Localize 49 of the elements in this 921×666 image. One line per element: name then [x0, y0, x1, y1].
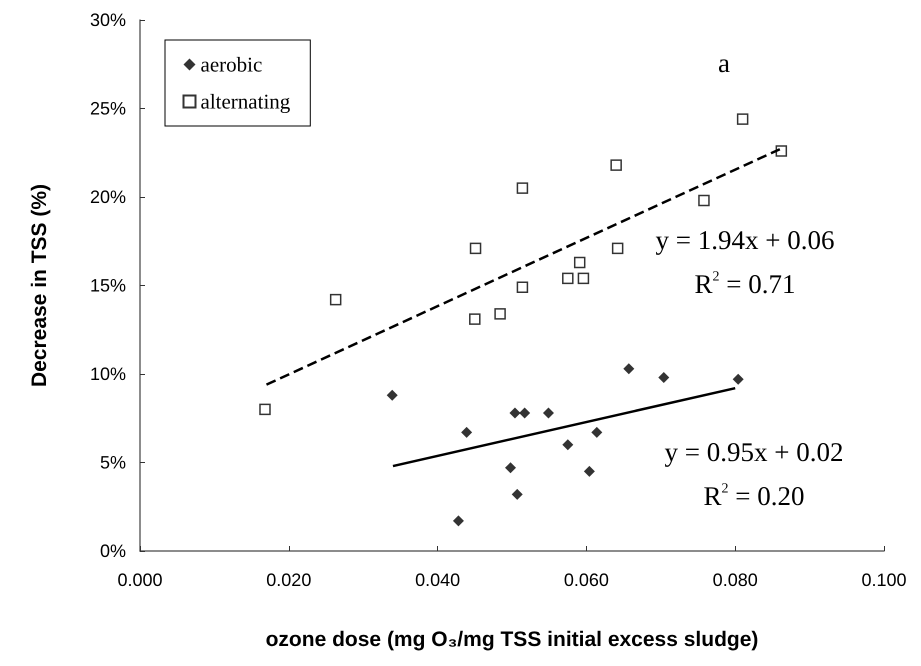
x-tick-label: 0.000	[117, 570, 163, 590]
y-tick-label: 20%	[90, 187, 126, 207]
point	[512, 488, 523, 500]
point	[562, 439, 574, 450]
annotation: y = 0.95x + 0.02	[664, 437, 844, 467]
point	[776, 145, 788, 157]
x-tick-label: 0.080	[712, 570, 758, 590]
point	[461, 426, 472, 438]
y-tick-label: 30%	[90, 10, 126, 30]
point	[623, 363, 634, 374]
point	[516, 282, 528, 294]
x-tick-label: 0.040	[415, 570, 460, 590]
y-tick-label: 25%	[90, 98, 126, 118]
annotation: a	[718, 48, 730, 78]
point	[330, 294, 342, 306]
point	[470, 242, 482, 254]
point	[732, 374, 744, 385]
point	[562, 272, 574, 284]
point	[584, 466, 595, 477]
legend-label: aerobic	[200, 52, 262, 76]
point	[494, 308, 506, 320]
point	[386, 390, 398, 401]
point	[452, 515, 464, 526]
point	[658, 372, 670, 384]
point	[612, 242, 624, 254]
point	[469, 313, 481, 325]
y-tick-label: 5%	[100, 452, 126, 472]
legend-label: alternating	[200, 90, 291, 114]
x-axis-title: ozone dose (mg O₃/mg TSS initial excess sludge)	[266, 628, 758, 651]
point	[574, 256, 586, 268]
point	[698, 194, 710, 206]
point	[259, 404, 271, 416]
point	[542, 407, 554, 418]
y-tick-label: 10%	[90, 364, 126, 384]
point	[516, 182, 528, 194]
point	[610, 159, 622, 171]
annotation: y = 1.94x + 0.06	[656, 225, 834, 255]
point	[505, 462, 516, 474]
point	[736, 113, 748, 125]
point	[591, 426, 602, 438]
point	[519, 407, 530, 418]
y-tick-label: 0%	[100, 541, 126, 561]
y-axis-title: Decrease in TSS (%)	[28, 184, 51, 388]
x-tick-label: 0.020	[266, 570, 312, 590]
point	[578, 272, 590, 284]
point	[509, 407, 520, 418]
x-tick-label: 0.060	[564, 570, 609, 590]
x-tick-label: 0.100	[861, 570, 907, 590]
y-tick-label: 15%	[90, 276, 126, 296]
